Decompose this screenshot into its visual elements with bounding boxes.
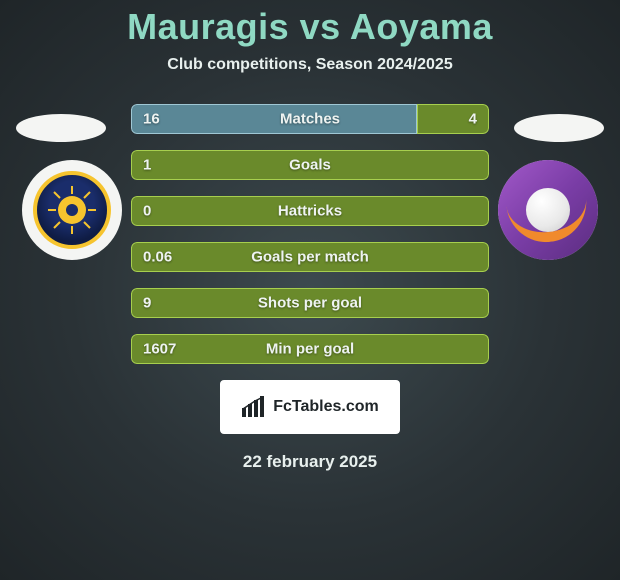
fctables-text: FcTables.com <box>273 398 379 416</box>
stat-row: Matches 16 4 <box>131 104 489 134</box>
stat-row: Goals 1 <box>131 150 489 180</box>
stat-value-left: 0.06 <box>143 249 172 266</box>
stat-label: Goals per match <box>251 249 369 266</box>
title: Mauragis vs Aoyama <box>0 6 620 48</box>
right-ellipse-decor <box>514 114 604 142</box>
stat-row: Hattricks 0 <box>131 196 489 226</box>
date: 22 february 2025 <box>0 452 620 472</box>
left-club-badge <box>22 160 122 260</box>
infographic-root: Mauragis vs Aoyama Club competitions, Se… <box>0 0 620 580</box>
stat-label: Goals <box>289 157 331 174</box>
left-ellipse-decor <box>16 114 106 142</box>
stat-value-right: 4 <box>469 111 477 128</box>
stat-value-left: 9 <box>143 295 151 312</box>
perth-glory-badge-icon <box>498 160 598 260</box>
stat-label: Hattricks <box>278 203 342 220</box>
stat-bar-left <box>131 104 417 134</box>
stat-row: Goals per match 0.06 <box>131 242 489 272</box>
stat-label: Min per goal <box>266 341 354 358</box>
fctables-branding: FcTables.com <box>220 380 400 434</box>
stat-value-left: 0 <box>143 203 151 220</box>
right-club-badge <box>498 160 598 260</box>
stat-label: Matches <box>280 111 340 128</box>
stat-row: Min per goal 1607 <box>131 334 489 364</box>
mariners-badge-icon <box>33 171 111 249</box>
stat-bar-right <box>417 104 489 134</box>
stat-value-left: 1 <box>143 157 151 174</box>
stat-row: Shots per goal 9 <box>131 288 489 318</box>
fctables-logo-icon <box>241 396 267 418</box>
stat-value-left: 1607 <box>143 341 176 358</box>
stat-label: Shots per goal <box>258 295 362 312</box>
stats-bars: Matches 16 4 Goals 1 Hattricks 0 Goals per matc… <box>131 104 489 364</box>
subtitle: Club competitions, Season 2024/2025 <box>0 56 620 74</box>
stat-value-left: 16 <box>143 111 160 128</box>
content-area: Matches 16 4 Goals 1 Hattricks 0 Goals per matc… <box>0 104 620 472</box>
